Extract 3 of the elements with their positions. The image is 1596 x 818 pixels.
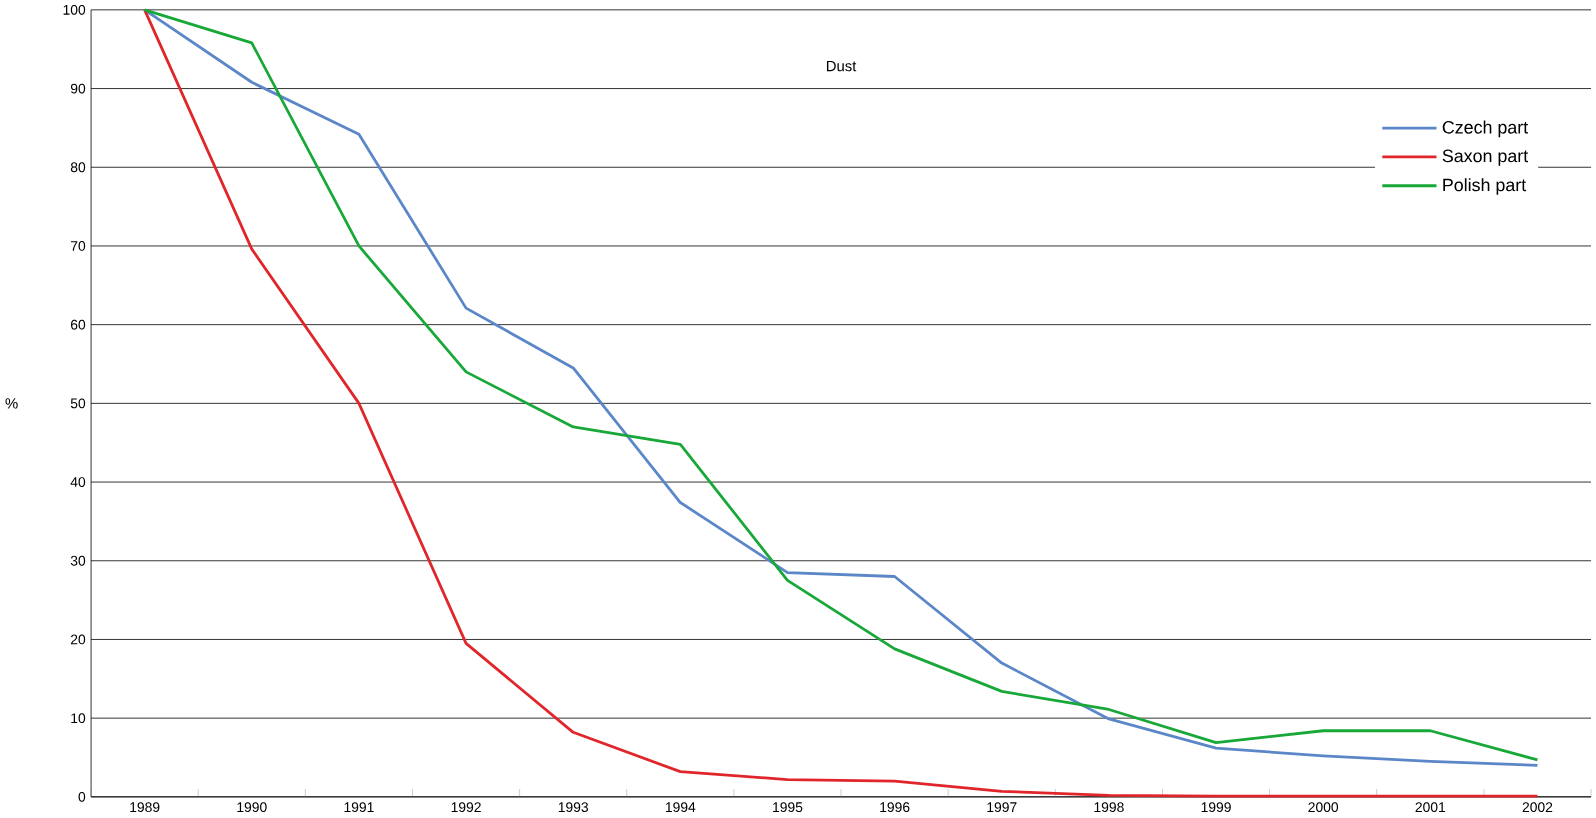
legend-label: Czech part [1442,121,1529,138]
legend-label: Saxon part [1442,150,1529,167]
legend-label: Polish part [1443,178,1527,196]
